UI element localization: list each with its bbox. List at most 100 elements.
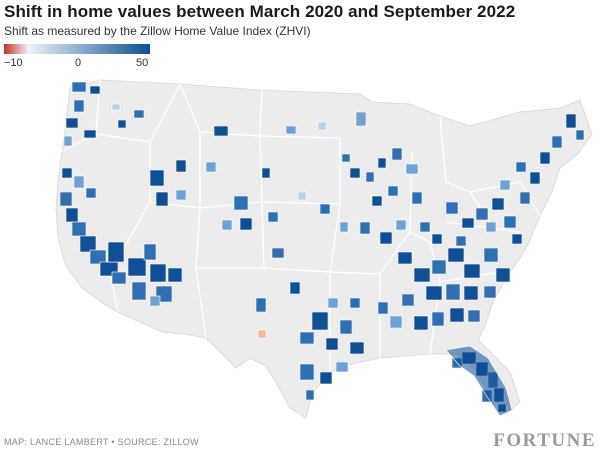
county-patch (503, 215, 517, 229)
county-patch (529, 171, 541, 185)
county-patch (445, 201, 459, 215)
county-patch (73, 99, 85, 113)
county-patch (419, 221, 431, 233)
fortune-logo: FORTUNE (493, 430, 596, 451)
county-patch (305, 389, 315, 401)
county-patch (495, 267, 511, 283)
county-patch (483, 247, 499, 263)
county-patch (73, 175, 85, 189)
county-patch (65, 207, 79, 223)
state-borders (59, 79, 541, 372)
county-patch (317, 121, 327, 131)
county-patch (85, 187, 97, 199)
county-patch (167, 267, 183, 283)
county-patch (61, 167, 73, 179)
county-patch (71, 221, 87, 237)
county-patch (59, 191, 73, 207)
county-patch (327, 297, 339, 309)
county-patch (461, 217, 475, 229)
county-patch (519, 191, 531, 205)
county-patch (175, 189, 187, 201)
county-patch (89, 85, 101, 95)
county-patch (271, 247, 285, 259)
county-patch (455, 235, 467, 247)
county-patch (255, 297, 267, 313)
county-patch (261, 167, 271, 179)
chart-subtitle: Shift as measured by the Zillow Home Val… (4, 24, 311, 38)
county-patch (575, 129, 585, 141)
legend-tick-max: 50 (136, 57, 149, 69)
florida-region (445, 345, 513, 417)
county-patch (377, 301, 389, 315)
county-patch (467, 309, 481, 323)
county-patch (285, 125, 297, 135)
county-patch (257, 329, 267, 339)
county-patch (491, 197, 505, 211)
county-patch (111, 103, 121, 111)
county-patch (71, 81, 87, 93)
county-patch (349, 297, 361, 309)
county-patch (551, 135, 563, 149)
chart-title: Shift in home values between March 2020 … (4, 2, 516, 21)
county-shading (59, 81, 585, 413)
county-patch (499, 179, 511, 191)
county-patch (405, 163, 419, 175)
county-patch (449, 307, 465, 323)
us-outline (55, 79, 593, 419)
county-patch (463, 263, 481, 279)
county-patch (485, 221, 497, 233)
county-patch (155, 191, 169, 207)
county-patch (413, 267, 431, 283)
map-credit: MAP: LANCE LAMBERT • SOURCE: ZILLOW (4, 437, 199, 447)
county-patch (205, 161, 217, 173)
county-patch (83, 129, 97, 139)
county-patch (565, 113, 577, 129)
county-patch (349, 341, 365, 355)
county-patch (221, 219, 233, 231)
county-patch (365, 171, 375, 183)
county-patch (131, 281, 147, 301)
county-patch (413, 315, 429, 331)
county-patch (355, 111, 367, 127)
county-patch (133, 109, 145, 119)
county-patch (447, 247, 465, 263)
county-patch (425, 285, 443, 301)
county-patch (79, 235, 97, 253)
county-patch (297, 191, 307, 201)
county-patch (359, 221, 371, 235)
color-legend: −10 0 50 (4, 44, 150, 70)
county-patch (431, 259, 447, 275)
county-patch (111, 271, 127, 285)
county-patch (335, 361, 349, 373)
county-patch (389, 315, 403, 329)
county-patch (117, 119, 127, 129)
county-patch (267, 211, 279, 223)
county-patch (325, 337, 339, 351)
county-patch (65, 117, 79, 129)
county-patch (107, 241, 125, 263)
county-patch (539, 151, 551, 165)
county-patch (349, 167, 361, 179)
county-patch (339, 221, 349, 233)
county-patch (149, 263, 167, 283)
county-patch (149, 295, 161, 307)
county-patch (311, 311, 329, 331)
county-patch (411, 191, 423, 205)
county-patch (143, 243, 157, 261)
county-patch (431, 311, 445, 327)
county-patch (371, 195, 383, 207)
county-patch (63, 135, 73, 147)
legend-tick-zero: 0 (75, 57, 82, 69)
county-patch (233, 195, 249, 211)
county-patch (377, 157, 387, 169)
county-patch (395, 219, 407, 231)
county-patch (379, 231, 393, 245)
county-patch (289, 281, 301, 295)
county-patch (339, 319, 353, 335)
legend-tick-min: −10 (4, 57, 23, 69)
county-patch (391, 147, 403, 161)
county-patch (387, 185, 399, 197)
county-patch (511, 233, 523, 245)
county-patch (341, 153, 351, 163)
county-patch (431, 233, 443, 245)
